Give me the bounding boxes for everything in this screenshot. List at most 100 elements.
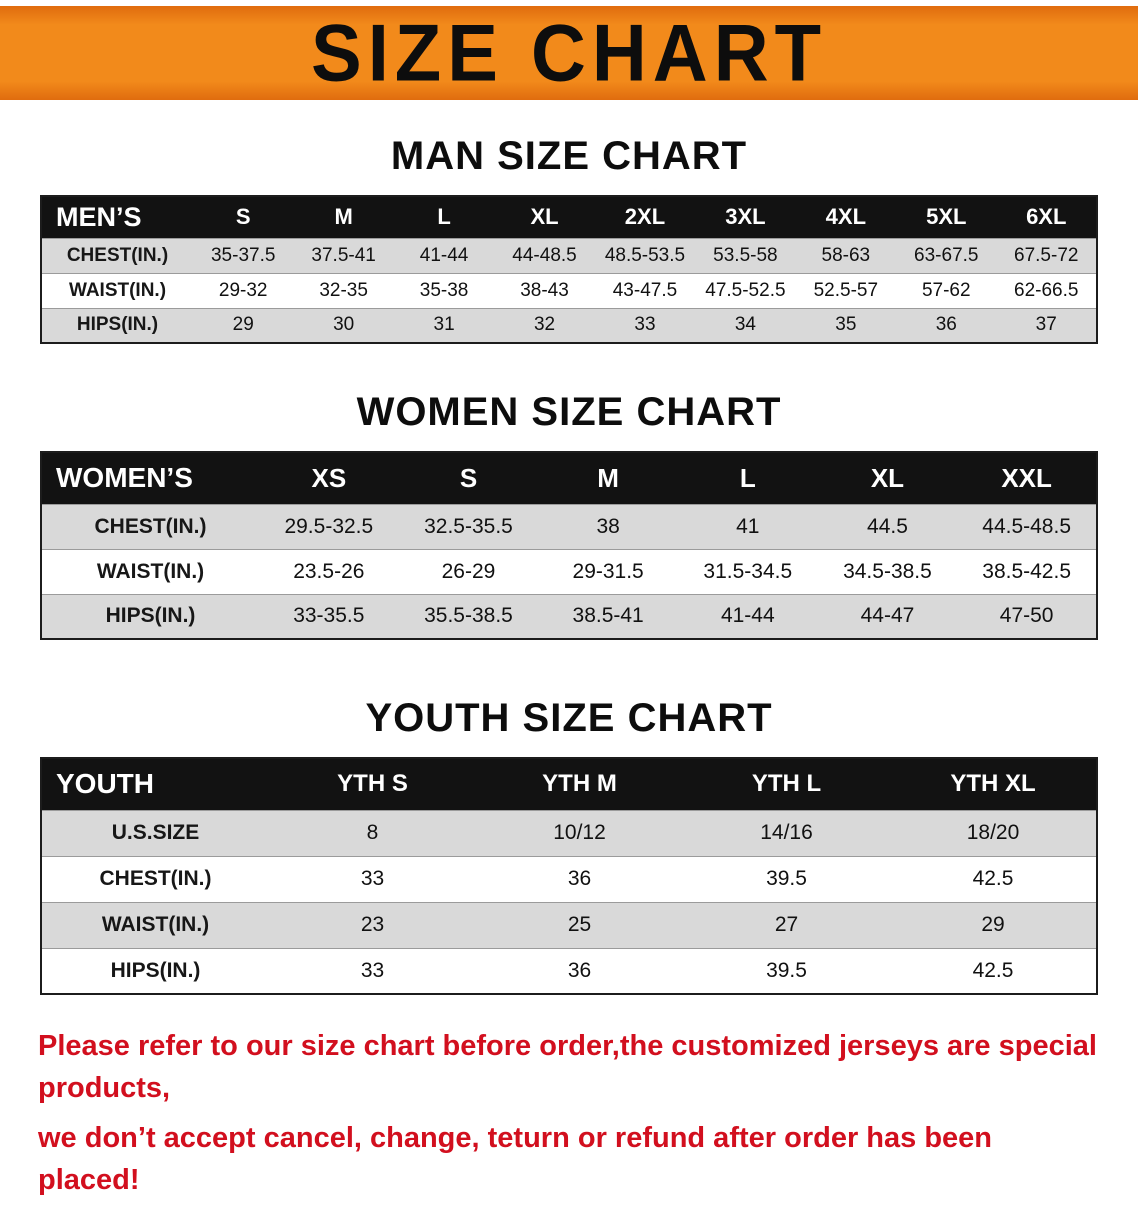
- size-column-header: XL: [817, 452, 958, 504]
- size-value: 33: [360, 958, 385, 982]
- disclaimer-line-1: Please refer to our size chart before or…: [38, 1030, 1097, 1105]
- size-value: 25: [567, 913, 592, 936]
- size-value: 35.5-38.5: [424, 604, 513, 628]
- size-value: 23.5-26: [293, 559, 365, 583]
- men-size-chart-section: MAN SIZE CHART MEN’S S M L XL 2XL 3XL 4XL 5XL 6XL…: [0, 134, 1138, 344]
- size-value: 44.5: [867, 514, 908, 538]
- youth-size-chart-section: YOUTH SIZE CHART YOUTH YTH S YTH M YTH L YTH…: [0, 696, 1138, 995]
- size-value: 31.5-34.5: [703, 559, 793, 583]
- size-value: 33: [360, 867, 385, 890]
- size-value: 35: [835, 314, 857, 336]
- size-value: 52.5-57: [813, 279, 879, 301]
- size-value: 34.5-38.5: [843, 559, 932, 583]
- size-value: 36: [567, 958, 592, 982]
- size-value: 47-50: [999, 604, 1054, 628]
- size-value: 36: [567, 867, 592, 890]
- size-column-header: YTH S: [269, 758, 476, 810]
- measurement-row: WAIST(IN.) 29-32 32-35 35-38 38-43 43-47.5 47.…: [41, 273, 1097, 308]
- men-size-table: MEN’S S M L XL 2XL 3XL 4XL 5XL 6XL CHEST(IN.) 35-37…: [40, 195, 1098, 344]
- size-column-header: XL: [494, 196, 595, 238]
- size-value: 29-32: [218, 279, 268, 301]
- row-label: U.S.SIZE: [111, 821, 200, 844]
- size-value: 32-35: [319, 279, 368, 301]
- size-value: 53.5-58: [713, 244, 778, 266]
- size-value: 39.5: [766, 958, 807, 982]
- size-column-header: S: [398, 452, 539, 504]
- size-value: 33-35.5: [293, 604, 365, 628]
- size-value: 41-44: [720, 604, 775, 628]
- size-value: 29-31.5: [572, 559, 644, 583]
- size-column-header: 2XL: [594, 196, 696, 238]
- measurement-row: CHEST(IN.) 35-37.5 37.5-41 41-44 44-48.5 48.5…: [41, 238, 1097, 273]
- size-value: 39.5: [766, 867, 807, 890]
- header-row: WOMEN’S XS S M L XL XXL: [41, 452, 1097, 504]
- size-column-header: YTH XL: [890, 758, 1097, 810]
- size-column-header: XXL: [957, 452, 1097, 504]
- size-column-header: L: [677, 452, 818, 504]
- table-corner-label: MEN’S: [41, 196, 193, 238]
- size-value: 38.5-41: [572, 604, 644, 628]
- size-value: 32: [533, 314, 556, 336]
- size-value: 48.5-53.5: [604, 244, 686, 266]
- men-size-chart-title: MAN SIZE CHART: [390, 134, 748, 178]
- size-value: 62-66.5: [1014, 279, 1079, 301]
- row-label: CHEST(IN.): [99, 867, 212, 890]
- size-value: 29.5-32.5: [284, 514, 374, 538]
- size-value: 34: [734, 314, 756, 336]
- table-corner-label: WOMEN’S: [41, 452, 259, 504]
- size-value: 38-43: [520, 279, 569, 301]
- size-column-header: L: [393, 196, 495, 238]
- size-column-header: 5XL: [896, 196, 997, 238]
- size-value: 42.5: [972, 867, 1014, 890]
- size-value: 37: [1035, 314, 1057, 336]
- size-value: 10/12: [553, 821, 606, 844]
- size-value: 30: [333, 314, 355, 336]
- row-label: WAIST(IN.): [96, 559, 205, 583]
- size-value: 32.5-35.5: [424, 514, 513, 538]
- size-value: 35-38: [419, 279, 469, 301]
- size-value: 67.5-72: [1014, 244, 1079, 266]
- row-label: HIPS(IN.): [110, 958, 201, 982]
- row-label: WAIST(IN.): [101, 913, 210, 936]
- size-value: 8: [366, 821, 379, 844]
- banner: SIZE CHART: [0, 6, 1138, 100]
- header-row: YOUTH YTH S YTH M YTH L YTH XL: [41, 758, 1097, 810]
- youth-size-table: YOUTH YTH S YTH M YTH L YTH XL U.S.SIZE 8 10/12…: [40, 757, 1098, 995]
- size-value: 37.5-41: [311, 244, 376, 266]
- size-value: 36: [935, 314, 957, 336]
- size-value: 42.5: [972, 958, 1014, 982]
- measurement-row: WAIST(IN.) 23.5-26 26-29 29-31.5 31.5-34.5 34…: [41, 549, 1097, 594]
- row-label: CHEST(IN.): [66, 244, 169, 266]
- size-value: 33: [634, 314, 656, 336]
- size-column-header: S: [193, 196, 294, 238]
- women-size-chart-section: WOMEN SIZE CHART WOMEN’S XS S M L XL XXL CHEST(…: [0, 390, 1138, 640]
- size-value: 31: [433, 314, 455, 336]
- size-value: 23: [360, 913, 385, 936]
- size-value: 44.5-48.5: [982, 514, 1072, 538]
- row-label: CHEST(IN.): [94, 514, 207, 538]
- measurement-row: WAIST(IN.) 23 25 27 29: [41, 902, 1097, 948]
- size-column-header: YTH M: [476, 758, 683, 810]
- measurement-row: HIPS(IN.) 29 30 31 32 33 34 35 36 37: [41, 308, 1097, 343]
- size-value: 43-47.5: [612, 279, 678, 301]
- size-value: 63-67.5: [914, 244, 979, 266]
- size-column-header: M: [538, 452, 678, 504]
- size-column-header: 4XL: [795, 196, 897, 238]
- size-value: 35-37.5: [210, 244, 276, 266]
- size-value: 47.5-52.5: [705, 279, 786, 301]
- women-size-chart-title: WOMEN SIZE CHART: [356, 390, 782, 434]
- measurement-row: HIPS(IN.) 33 36 39.5 42.5: [41, 948, 1097, 994]
- size-value: 29: [232, 314, 254, 336]
- header-row: MEN’S S M L XL 2XL 3XL 4XL 5XL 6XL: [41, 196, 1097, 238]
- page-title: SIZE CHART: [311, 7, 827, 99]
- measurement-row: CHEST(IN.) 29.5-32.5 32.5-35.5 38 41 44.5 44.5…: [41, 504, 1097, 549]
- size-column-header: XS: [259, 452, 399, 504]
- size-value: 38: [596, 514, 620, 538]
- size-value: 38.5-42.5: [982, 559, 1072, 583]
- size-value: 44-47: [860, 604, 915, 628]
- size-column-header: M: [293, 196, 394, 238]
- women-size-table: WOMEN’S XS S M L XL XXL CHEST(IN.) 29.5-32.5 32.5…: [40, 451, 1098, 640]
- table-corner-label: YOUTH: [41, 758, 269, 810]
- size-column-header: YTH L: [683, 758, 890, 810]
- measurement-row: HIPS(IN.) 33-35.5 35.5-38.5 38.5-41 41-44 44-…: [41, 594, 1097, 639]
